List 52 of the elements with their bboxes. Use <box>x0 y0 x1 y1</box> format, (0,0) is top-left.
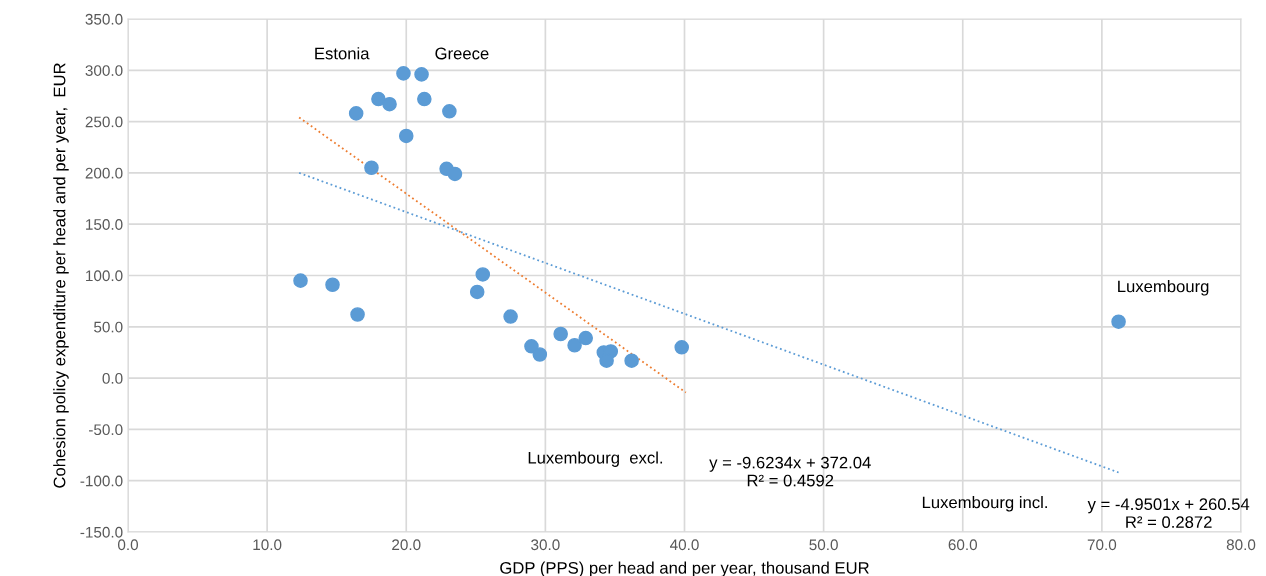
point <box>532 347 548 362</box>
point <box>442 104 457 119</box>
point <box>414 67 429 82</box>
x-tick-label: 40.0 <box>669 539 699 551</box>
x-tick-label: 0.0 <box>117 539 139 551</box>
x-tick-label: 30.0 <box>531 539 560 551</box>
point <box>469 284 485 300</box>
point <box>382 96 397 112</box>
annotation: y = -9.6234x + 372.04 R² = 0.4592 <box>709 456 871 487</box>
point <box>325 277 340 293</box>
point <box>348 106 364 121</box>
y-tick-label: -100.0 <box>80 475 123 487</box>
y-tick-label: 150.0 <box>86 219 123 230</box>
annotation: Estonia <box>315 47 370 60</box>
point <box>417 91 432 107</box>
x-tick-label: 60.0 <box>948 539 978 551</box>
y-tick-label: 0.0 <box>102 372 123 384</box>
annotation: Greece <box>435 47 489 60</box>
y-tick-label: 100.0 <box>86 270 123 282</box>
point <box>475 267 491 282</box>
annotation: Luxembourg incl. <box>922 496 1047 512</box>
x-tick-label: 20.0 <box>392 539 421 551</box>
point <box>364 160 379 176</box>
point <box>624 353 639 368</box>
point <box>553 326 568 342</box>
x-tick-label: 80.0 <box>1226 539 1256 551</box>
point <box>578 330 594 346</box>
y-tick-label: 300.0 <box>85 65 123 76</box>
y-tick-label: 50.0 <box>94 321 123 333</box>
point <box>503 309 518 324</box>
y-tick-label: 200.0 <box>85 167 123 179</box>
point <box>674 340 690 355</box>
point <box>447 166 463 182</box>
annotation: Luxembourg excl. <box>528 451 663 467</box>
y-tick-label: 350.0 <box>85 13 123 25</box>
x-tick-label: 70.0 <box>1087 539 1117 551</box>
x-tick-label: 50.0 <box>809 539 838 551</box>
point <box>350 307 365 322</box>
point <box>1111 314 1126 329</box>
y-tick-label: 250.0 <box>85 116 123 128</box>
x-tick-label: 10.0 <box>253 539 282 551</box>
y-tick-label: -50.0 <box>89 424 123 436</box>
y-tick-label: -150.0 <box>80 526 123 538</box>
annotation: y = -4.9501x + 260.54 R² = 0.2872 <box>1087 498 1250 529</box>
point <box>398 128 414 144</box>
annotation: Luxembourg <box>1118 280 1209 296</box>
point <box>371 91 386 107</box>
point <box>524 339 539 354</box>
point <box>567 337 582 353</box>
y-axis-title: Cohesion policy expenditure per head and per year, EUR <box>53 63 69 488</box>
point <box>293 273 308 288</box>
point <box>396 66 411 81</box>
